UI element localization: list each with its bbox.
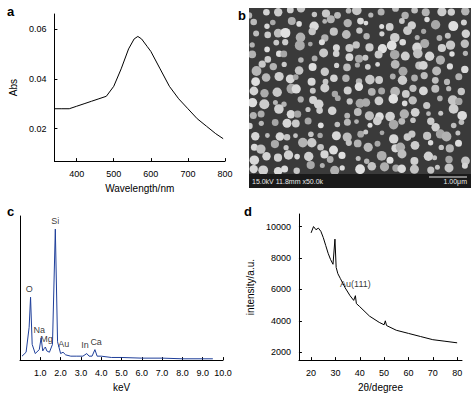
svg-text:5.0: 5.0 [115,368,128,378]
svg-text:O: O [26,284,33,294]
svg-text:c: c [7,204,14,219]
svg-text:2θ/degree: 2θ/degree [358,382,403,393]
svg-text:80: 80 [452,368,462,378]
svg-text:4.0: 4.0 [95,368,108,378]
svg-text:8.0: 8.0 [176,368,189,378]
svg-text:Si: Si [51,216,59,226]
svg-text:70: 70 [428,368,438,378]
svg-text:Ca: Ca [90,337,102,347]
svg-text:700: 700 [180,169,195,179]
svg-text:7.0: 7.0 [156,368,169,378]
svg-text:d: d [244,204,252,219]
svg-text:500: 500 [106,169,121,179]
svg-text:Au(111): Au(111) [340,278,371,289]
svg-text:50: 50 [379,368,389,378]
svg-text:6.0: 6.0 [136,368,149,378]
svg-text:60: 60 [403,368,413,378]
svg-text:2.0: 2.0 [54,368,67,378]
svg-text:In: In [81,340,89,350]
svg-text:6000: 6000 [271,284,291,294]
svg-text:10.0: 10.0 [214,368,232,378]
svg-text:0.02: 0.02 [29,124,47,134]
svg-text:3.0: 3.0 [75,368,88,378]
svg-text:8000: 8000 [271,253,291,263]
svg-text:Mg: Mg [40,333,53,344]
svg-text:400: 400 [69,169,84,179]
svg-text:20: 20 [306,368,316,378]
svg-text:b: b [238,8,246,23]
svg-text:Na: Na [33,324,45,335]
svg-text:30: 30 [330,368,340,378]
svg-text:Au: Au [58,339,69,349]
svg-text:Wavelength/nm: Wavelength/nm [105,183,174,194]
svg-text:0.06: 0.06 [29,24,47,34]
svg-text:4000: 4000 [271,316,291,326]
svg-text:9.0: 9.0 [196,368,209,378]
svg-text:800: 800 [217,169,232,179]
svg-text:15.0kV 11.8mm x50.0k: 15.0kV 11.8mm x50.0k [252,178,324,185]
svg-text:1.00μm: 1.00μm [444,178,468,186]
svg-text:2000: 2000 [271,347,291,357]
svg-text:600: 600 [143,169,158,179]
svg-text:keV: keV [113,382,131,393]
svg-text:intensity/a.u.: intensity/a.u. [245,259,256,315]
svg-text:10000: 10000 [266,222,291,232]
svg-text:Abs: Abs [8,79,19,96]
svg-text:40: 40 [355,368,365,378]
svg-text:0.04: 0.04 [29,74,47,84]
svg-text:1.0: 1.0 [34,368,47,378]
svg-text:a: a [7,4,15,19]
